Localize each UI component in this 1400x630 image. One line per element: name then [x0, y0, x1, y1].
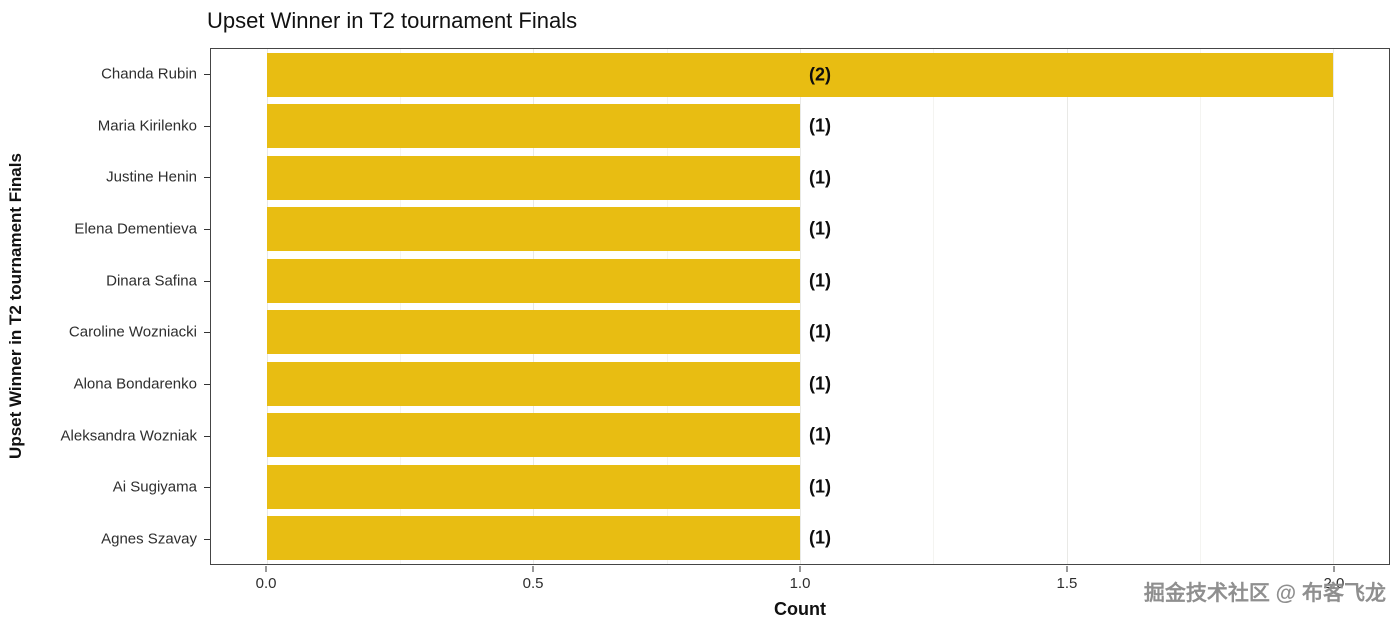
x-tick-mark: [265, 566, 267, 572]
bar-count-label: (1): [809, 218, 831, 239]
gridline-minor: [400, 49, 402, 564]
bar-count-label: (1): [809, 115, 831, 136]
bar: [266, 361, 800, 406]
bar: [266, 258, 800, 303]
y-tick-label: Aleksandra Wozniak: [60, 427, 197, 445]
y-tick-mark: [204, 435, 210, 437]
bar-count-label: (1): [809, 321, 831, 342]
bar: [266, 104, 800, 149]
plot-panel: (2) (1) (1) (1) (1) (1) (1) (1) (1) (1): [210, 48, 1390, 565]
y-tick-label: Elena Dementieva: [74, 220, 197, 238]
y-tick-mark: [204, 280, 210, 282]
bar-count-label: (1): [809, 373, 831, 394]
x-tick-label: 1.0: [789, 575, 811, 592]
gridline-minor: [1199, 49, 1201, 564]
y-tick-label: Dinara Safina: [106, 272, 197, 290]
bar-count-label: (1): [809, 527, 831, 548]
bar: [266, 413, 800, 458]
x-tick-mark: [532, 566, 534, 572]
bar-count-label: (1): [809, 424, 831, 445]
gridline-minor: [666, 49, 668, 564]
gridline-major: [1066, 49, 1068, 564]
bar-count-label: (1): [809, 270, 831, 291]
bar: [266, 207, 800, 252]
bar-row: (1): [211, 204, 1389, 256]
bar-count-label: (2): [809, 64, 831, 85]
watermark-text: 掘金技术社区 @ 布客飞龙: [1143, 582, 1386, 605]
bar-row: (1): [211, 307, 1389, 359]
bar-row: (1): [211, 410, 1389, 462]
y-tick-label: Maria Kirilenko: [97, 117, 197, 135]
bar-row: (1): [211, 513, 1389, 565]
y-tick-mark: [204, 73, 210, 75]
y-tick-mark: [204, 539, 210, 541]
bar-row: (1): [211, 255, 1389, 307]
gridline-major: [800, 49, 801, 564]
x-axis: 0.0 0.5 1.0 1.5 2.0: [210, 566, 1390, 600]
bar: [266, 52, 1334, 97]
y-axis-labels: Chanda Rubin Maria Kirilenko Justine Henin…: [0, 48, 210, 565]
bar-count-label: (1): [809, 167, 831, 188]
x-tick-label: 1.5: [1056, 575, 1078, 592]
gridline-major: [533, 49, 535, 564]
x-axis-title: Count: [774, 599, 826, 619]
x-tick-mark: [1066, 566, 1068, 572]
x-tick-label: 2.0: [1323, 575, 1345, 592]
x-tick-mark: [799, 566, 801, 572]
gridline-major: [1333, 49, 1335, 564]
x-tick-mark: [1333, 566, 1335, 572]
y-tick-mark: [204, 384, 210, 386]
gridline-major: [266, 49, 268, 564]
y-tick-label: Chanda Rubin: [101, 65, 197, 83]
y-tick-mark: [204, 487, 210, 489]
bar-row: (1): [211, 152, 1389, 204]
y-tick-label: Justine Henin: [106, 168, 197, 186]
bar-row: (1): [211, 101, 1389, 153]
y-tick-mark: [204, 332, 210, 334]
y-tick-mark: [204, 125, 210, 127]
x-tick-label: 0.5: [522, 575, 544, 592]
bar-row: (1): [211, 461, 1389, 513]
bar-row: (2): [211, 49, 1389, 101]
x-tick-label: 0.0: [255, 575, 277, 592]
bar: [266, 310, 800, 355]
bar-count-label: (1): [809, 476, 831, 497]
bar: [266, 155, 800, 200]
gridline-minor: [933, 49, 935, 564]
bar-row: (1): [211, 358, 1389, 410]
y-tick-label: Ai Sugiyama: [112, 478, 197, 496]
y-tick-label: Alona Bondarenko: [73, 375, 197, 393]
y-tick-mark: [204, 177, 210, 179]
bar: [266, 516, 800, 561]
chart-title: Upset Winner in T2 tournament Finals: [207, 8, 578, 33]
y-tick-label: Caroline Wozniacki: [68, 323, 197, 341]
y-tick-label: Agnes Szavay: [101, 530, 197, 548]
y-tick-mark: [204, 228, 210, 230]
bar: [266, 464, 800, 509]
